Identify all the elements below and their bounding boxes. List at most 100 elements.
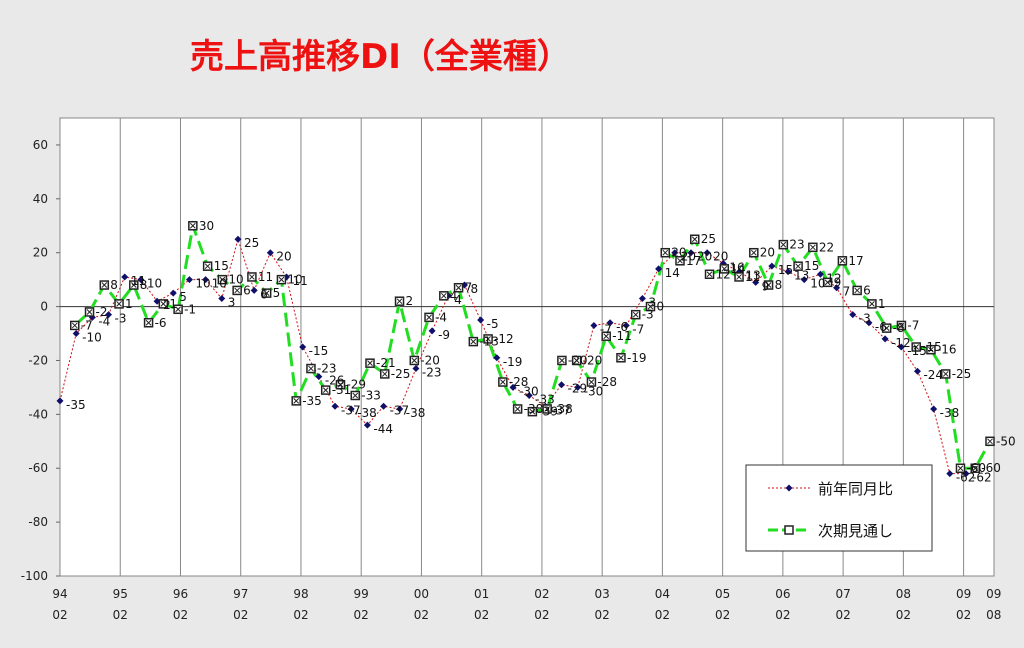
outlook-point-cross (204, 263, 211, 270)
x-tick-month: 02 (534, 608, 549, 622)
outlook-point-cross (337, 381, 344, 388)
x-tick-year: 97 (233, 587, 248, 601)
yoy-data-label: 11 (293, 274, 308, 288)
outlook-data-label: 10 (287, 273, 302, 287)
yoy-data-label: -7 (632, 322, 644, 336)
outlook-data-label: 20 (671, 246, 686, 260)
yoy-point (930, 405, 938, 413)
outlook-data-label: -25 (952, 367, 972, 381)
y-tick-label: -100 (21, 569, 48, 583)
yoy-data-label: 2 (163, 298, 171, 312)
yoy-data-label: -12 (891, 336, 911, 350)
yoy-point (185, 276, 193, 284)
x-tick-month: 02 (173, 608, 188, 622)
outlook-data-label: 11 (745, 270, 760, 284)
outlook-point-cross (618, 354, 624, 361)
outlook-data-label: 8 (775, 278, 783, 292)
yoy-data-label: 5 (179, 290, 187, 304)
outlook-data-label: -20 (420, 353, 440, 367)
yoy-point (816, 270, 824, 278)
x-tick-year: 04 (655, 587, 670, 601)
yoy-data-label: -3 (859, 312, 871, 326)
outlook-data-label: -8 (893, 321, 905, 335)
yoy-data-label: 7 (843, 285, 851, 299)
outlook-point-cross (913, 344, 920, 350)
yoy-point (865, 319, 873, 327)
x-tick-year: 09 (956, 587, 971, 601)
outlook-point-cross (883, 325, 890, 331)
x-tick-year: 96 (173, 587, 188, 601)
x-tick-year: 05 (715, 587, 730, 601)
outlook-point-cross (160, 301, 167, 307)
x-tick-month: 02 (896, 608, 911, 622)
outlook-point-cross (263, 290, 270, 296)
outlook-data-label: -12 (494, 332, 514, 346)
outlook-data-label: -3 (642, 308, 654, 322)
yoy-data-label: -62 (972, 471, 992, 485)
yoy-data-label: -10 (82, 331, 102, 345)
outlook-data-label: 22 (819, 240, 834, 254)
yoy-point (703, 249, 711, 257)
x-tick-year: 98 (293, 587, 308, 601)
chart-title: 売上高推移DI（全業種） (190, 37, 571, 77)
outlook-data-label: -28 (509, 375, 529, 389)
x-tick-year: 07 (835, 587, 850, 601)
outlook-point-cross (869, 301, 875, 307)
outlook-data-label: 15 (804, 259, 819, 273)
yoy-data-label: -9 (438, 328, 450, 342)
outlook-data-label: -35 (302, 394, 322, 408)
yoy-data-label: 20 (276, 250, 291, 264)
outlook-point-cross (426, 314, 432, 321)
outlook-data-label: 5 (273, 286, 281, 300)
yoy-point (622, 321, 630, 329)
yoy-point (396, 405, 404, 413)
outlook-data-label: 25 (701, 232, 716, 246)
outlook-point-cross (972, 465, 979, 472)
x-tick-year: 09 (986, 587, 1001, 601)
x-tick-year: 00 (414, 587, 429, 601)
yoy-data-label: 15 (778, 263, 793, 277)
y-tick-label: 40 (33, 192, 48, 206)
outlook-point-cross (116, 301, 122, 307)
outlook-data-label: -33 (361, 388, 381, 402)
x-tick-month: 02 (233, 608, 248, 622)
yoy-point (412, 365, 420, 373)
yoy-data-label: 16 (729, 260, 744, 274)
yoy-data-label: 13 (746, 269, 761, 283)
yoy-data-label: -62 (956, 471, 976, 485)
yoy-data-label: -15 (309, 344, 329, 358)
outlook-point-cross (603, 333, 610, 340)
outlook-data-label: 0 (656, 300, 664, 314)
yoy-point (525, 391, 533, 399)
outlook-point-cross (706, 271, 713, 278)
outlook-point-cross (249, 274, 255, 280)
outlook-point-cross (71, 322, 78, 329)
outlook-point-cross (691, 236, 698, 243)
x-tick-year: 03 (595, 587, 610, 601)
x-tick-month: 02 (52, 608, 67, 622)
yoy-data-label: -23 (422, 366, 442, 380)
outlook-point-cross (322, 387, 329, 393)
outlook-point-cross (987, 438, 993, 445)
yoy-data-label: 20 (697, 250, 712, 264)
yoy-point (105, 311, 113, 319)
yoy-data-label: 10 (810, 277, 825, 291)
outlook-data-label: -38 (553, 402, 573, 416)
yoy-point (363, 421, 371, 429)
yoy-data-label: -19 (503, 355, 523, 369)
yoy-data-label: 12 (826, 271, 841, 285)
outlook-point-cross (898, 322, 905, 329)
legend-marker-outlook (784, 525, 794, 535)
outlook-point-cross (854, 287, 860, 294)
outlook-point-cross (928, 346, 934, 353)
outlook-point-cross (411, 357, 418, 364)
outlook-data-label: 9 (834, 275, 842, 289)
outlook-data-label: -60 (981, 461, 1001, 475)
yoy-data-label: 20 (713, 250, 728, 264)
outlook-data-label: -38 (524, 402, 544, 416)
yoy-data-label: -15 (907, 344, 927, 358)
outlook-point-cross (145, 319, 152, 326)
outlook-point-cross (647, 303, 654, 310)
x-tick-month: 02 (715, 608, 730, 622)
